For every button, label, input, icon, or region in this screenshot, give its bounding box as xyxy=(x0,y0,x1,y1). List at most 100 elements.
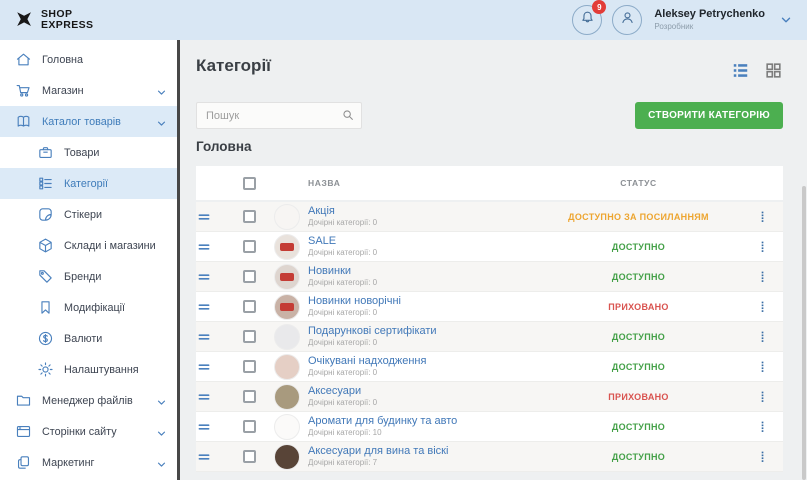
status-badge: ПРИХОВАНО xyxy=(608,391,669,402)
marketing-icon xyxy=(15,454,32,471)
table-row: Новинки новорічні Дочірні категорії: 0 ПРИ… xyxy=(196,292,783,322)
category-name-link[interactable]: Акція xyxy=(308,205,335,218)
drag-handle-icon[interactable] xyxy=(196,209,212,225)
status-badge: ДОСТУПНО xyxy=(611,451,666,462)
status-badge: ДОСТУПНО xyxy=(611,361,666,372)
sidebar-item-label: Сторінки сайту xyxy=(42,425,117,438)
column-header-status: СТАТУС xyxy=(620,178,657,188)
products-icon xyxy=(37,144,54,161)
category-name-link[interactable]: Аромати для будинку та авто xyxy=(308,415,458,428)
category-sublabel: Дочірні категорії: 0 xyxy=(308,248,378,258)
sidebar-item[interactable]: Менеджер файлів xyxy=(0,385,177,416)
top-right-controls: 9 Aleksey Petrychenko Розробник xyxy=(572,0,793,35)
sidebar-item[interactable]: Головна xyxy=(0,44,177,75)
category-name-link[interactable]: Подарункові сертифікати xyxy=(308,325,437,338)
kebab-menu-icon[interactable] xyxy=(755,418,770,436)
view-toggles xyxy=(731,61,783,80)
notifications-button[interactable]: 9 xyxy=(572,0,607,35)
table-row: Акція Дочірні категорії: 0 ДОСТУПНО ЗА ПОС… xyxy=(196,202,783,232)
drag-handle-icon[interactable] xyxy=(196,239,212,255)
category-sublabel: Дочірні категорії: 10 xyxy=(308,428,382,438)
kebab-menu-icon[interactable] xyxy=(755,448,770,466)
sidebar-item[interactable]: Каталог товарів xyxy=(0,106,177,137)
kebab-menu-icon[interactable] xyxy=(755,268,770,286)
list-view-icon[interactable] xyxy=(731,61,750,80)
sidebar-item[interactable]: Модифікації xyxy=(0,292,177,323)
drag-handle-icon[interactable] xyxy=(196,329,212,345)
sidebar-item[interactable]: Товари xyxy=(0,137,177,168)
sidebar-item[interactable]: Склади і магазини xyxy=(0,230,177,261)
kebab-menu-icon[interactable] xyxy=(755,328,770,346)
drag-handle-icon[interactable] xyxy=(196,419,212,435)
page-scrollbar[interactable] xyxy=(802,186,806,480)
drag-handle-icon[interactable] xyxy=(196,449,212,465)
row-checkbox[interactable] xyxy=(232,390,266,403)
sidebar-item[interactable]: Категорії xyxy=(0,168,177,199)
drag-handle-icon[interactable] xyxy=(196,269,212,285)
logo: SHOP EXPRESS xyxy=(14,8,93,32)
row-checkbox[interactable] xyxy=(232,420,266,433)
kebab-menu-icon[interactable] xyxy=(755,238,770,256)
kebab-menu-icon[interactable] xyxy=(755,208,770,226)
chevron-down-icon xyxy=(156,85,167,96)
row-checkbox[interactable] xyxy=(232,450,266,463)
settings-icon xyxy=(37,361,54,378)
sidebar-item-label: Товари xyxy=(64,146,100,159)
category-thumbnail xyxy=(266,263,308,290)
search-input[interactable] xyxy=(196,102,362,129)
home-icon xyxy=(15,51,32,68)
sidebar-item[interactable]: Маркетинг xyxy=(0,447,177,478)
category-name-link[interactable]: Аксесуари для вина та віскі xyxy=(308,445,449,458)
category-thumbnail xyxy=(266,233,308,260)
category-name-link[interactable]: Аксесуари xyxy=(308,385,362,398)
category-name-link[interactable]: Новинки xyxy=(308,265,352,278)
user-menu-chevron-down-icon[interactable] xyxy=(779,13,793,27)
drag-handle-icon[interactable] xyxy=(196,359,212,375)
drag-handle-icon[interactable] xyxy=(196,389,212,405)
grid-view-icon[interactable] xyxy=(764,61,783,80)
profile-button[interactable] xyxy=(612,5,643,35)
bell-icon xyxy=(579,9,596,31)
pages-icon xyxy=(15,423,32,440)
table-row: Подарункові сертифікати Дочірні категорії… xyxy=(196,322,783,352)
catalog-icon xyxy=(15,113,32,130)
category-name-link[interactable]: Новинки новорічні xyxy=(308,295,401,308)
sidebar-item[interactable]: Налаштування xyxy=(0,354,177,385)
select-all-checkbox[interactable] xyxy=(232,176,266,190)
sidebar-item[interactable]: Бренди xyxy=(0,261,177,292)
main-content: Категорії СТВОРИТИ КАТЕГОРІЮ Головна НАЗ… xyxy=(180,40,807,480)
table-row: Аромати для будинку та авто Дочірні катег… xyxy=(196,412,783,442)
table-row: Очікувані надходження Дочірні категорії: … xyxy=(196,352,783,382)
kebab-menu-icon[interactable] xyxy=(755,298,770,316)
sidebar-scrollbar[interactable] xyxy=(177,40,180,480)
chevron-down-icon xyxy=(156,116,167,127)
category-thumbnail xyxy=(266,413,308,440)
row-checkbox[interactable] xyxy=(232,240,266,253)
sidebar-item[interactable]: Сторінки сайту xyxy=(0,416,177,447)
row-checkbox[interactable] xyxy=(232,330,266,343)
modifications-icon xyxy=(37,299,54,316)
create-category-button[interactable]: СТВОРИТИ КАТЕГОРІЮ xyxy=(635,102,783,129)
user-info: Aleksey Petrychenko Розробник xyxy=(654,8,765,32)
row-checkbox[interactable] xyxy=(232,210,266,223)
row-checkbox[interactable] xyxy=(232,270,266,283)
kebab-menu-icon[interactable] xyxy=(755,358,770,376)
category-thumbnail xyxy=(266,353,308,380)
category-sublabel: Дочірні категорії: 7 xyxy=(308,458,378,468)
sidebar-item[interactable]: Стікери xyxy=(0,199,177,230)
category-name-link[interactable]: SALE xyxy=(308,235,337,248)
sidebar-item-label: Налаштування xyxy=(64,363,139,376)
kebab-menu-icon[interactable] xyxy=(755,388,770,406)
search-box xyxy=(196,102,362,129)
row-checkbox[interactable] xyxy=(232,360,266,373)
table-body: Акція Дочірні категорії: 0 ДОСТУПНО ЗА ПОС… xyxy=(196,202,783,472)
status-badge: ДОСТУПНО xyxy=(611,331,666,342)
user-role: Розробник xyxy=(654,21,694,31)
row-checkbox[interactable] xyxy=(232,300,266,313)
sidebar-item[interactable]: Магазин xyxy=(0,75,177,106)
category-name-link[interactable]: Очікувані надходження xyxy=(308,355,427,368)
drag-handle-icon[interactable] xyxy=(196,299,212,315)
top-bar: SHOP EXPRESS 9 Aleksey Petrychenko Розро… xyxy=(0,0,807,40)
sidebar-item[interactable]: Валюти xyxy=(0,323,177,354)
sidebar-item-label: Бренди xyxy=(64,270,102,283)
